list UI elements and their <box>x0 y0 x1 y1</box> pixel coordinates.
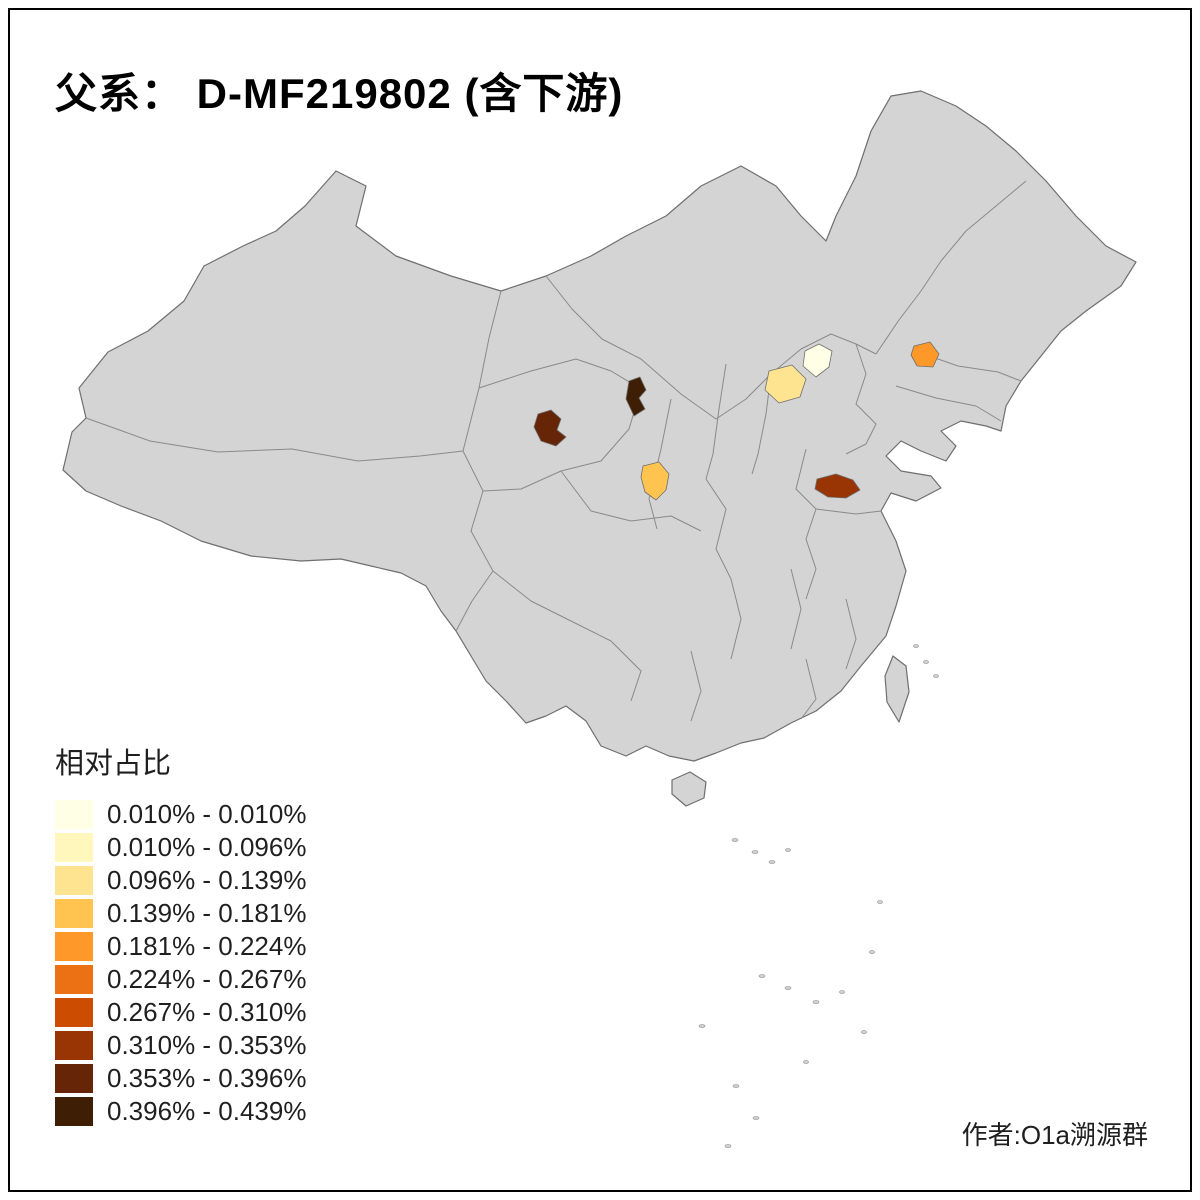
province-border <box>85 417 464 462</box>
province-border <box>895 385 1002 422</box>
islet <box>933 674 939 678</box>
legend-swatch-color <box>55 965 93 994</box>
legend-swatch-color <box>55 1097 93 1126</box>
legend-label: 0.267% - 0.310% <box>107 997 307 1027</box>
legend-swatch-color <box>55 800 93 829</box>
legend-swatch <box>55 1064 93 1093</box>
province-border <box>610 640 642 702</box>
islet <box>923 660 929 664</box>
legend-row: 0.396% - 0.439% <box>55 1096 307 1126</box>
legend-label: 0.396% - 0.439% <box>107 1096 307 1126</box>
province-border <box>730 578 742 660</box>
province-border <box>705 363 727 480</box>
legend-swatch <box>55 965 93 994</box>
highlight-region-hebei-area <box>764 364 807 404</box>
legend-swatch <box>55 800 93 829</box>
highlight-region-qinghai-area <box>533 409 567 447</box>
legend-swatch <box>55 1097 93 1126</box>
islet <box>731 838 739 842</box>
legend-swatch-color <box>55 1031 93 1060</box>
legend-swatch-color <box>55 833 93 862</box>
hainan-island <box>671 771 707 807</box>
legend-row: 0.010% - 0.096% <box>55 832 307 862</box>
province-border <box>478 358 642 390</box>
legend-swatch <box>55 932 93 961</box>
province-border <box>455 450 494 632</box>
islet <box>752 1116 760 1120</box>
islet <box>732 1084 740 1088</box>
islet <box>724 1144 732 1148</box>
islet <box>698 1024 706 1028</box>
legend-label: 0.010% - 0.096% <box>107 832 307 862</box>
islet <box>839 990 845 994</box>
islet <box>758 974 766 978</box>
taiwan-island <box>884 655 910 723</box>
legend-row: 0.224% - 0.267% <box>55 964 307 994</box>
legend-swatch-color <box>55 998 93 1027</box>
legend-label: 0.224% - 0.267% <box>107 964 307 994</box>
islet <box>861 1030 867 1034</box>
province-border <box>805 508 817 600</box>
province-border <box>917 351 1022 382</box>
province-border <box>462 290 502 452</box>
province-border <box>751 373 772 475</box>
province-border <box>690 650 702 722</box>
highlight-region-liaoning-area <box>910 341 940 368</box>
legend-swatch <box>55 833 93 862</box>
legend-row: 0.310% - 0.353% <box>55 1030 307 1060</box>
islet <box>785 848 791 852</box>
province-border <box>875 180 1027 355</box>
islet <box>768 860 776 864</box>
islet <box>784 986 792 990</box>
province-border <box>705 478 732 580</box>
province-border <box>482 388 642 492</box>
province-border <box>790 568 802 650</box>
province-border <box>800 658 817 720</box>
legend-swatch-color <box>55 932 93 961</box>
legend-label: 0.353% - 0.396% <box>107 1063 307 1093</box>
legend-title: 相对占比 <box>55 748 172 780</box>
legend-row: 0.181% - 0.224% <box>55 931 307 961</box>
islet <box>751 850 759 854</box>
highlight-region-shaanxi-area <box>640 461 670 501</box>
legend-label: 0.010% - 0.010% <box>107 799 307 829</box>
province-border <box>545 275 877 420</box>
legend-label: 0.139% - 0.181% <box>107 898 307 928</box>
province-border <box>845 598 857 670</box>
legend-label: 0.096% - 0.139% <box>107 865 307 895</box>
page-title: 父系： D-MF219802 (含下游) <box>55 70 624 117</box>
province-border <box>845 343 877 455</box>
legend-swatch <box>55 998 93 1027</box>
legend-label: 0.310% - 0.353% <box>107 1030 307 1060</box>
legend-swatch-color <box>55 866 93 895</box>
legend-swatch-color <box>55 899 93 928</box>
islet <box>812 1000 820 1004</box>
legend-row: 0.139% - 0.181% <box>55 898 307 928</box>
legend: 相对占比 0.010% - 0.010% 0.010% - 0.096% 0.0… <box>55 740 306 1130</box>
islet <box>877 900 883 904</box>
south-china-sea-islets <box>698 644 939 1148</box>
province-border <box>560 470 702 532</box>
highlight-region-jiangsu-area <box>814 473 861 499</box>
province-border <box>492 570 612 642</box>
author-credit: 作者:O1a溯源群 <box>961 1120 1148 1150</box>
legend-swatch <box>55 1031 93 1060</box>
islet <box>803 1060 809 1064</box>
highlight-region-gansu-area <box>625 376 647 417</box>
china-mainland <box>62 90 1137 762</box>
legend-row: 0.267% - 0.310% <box>55 997 307 1027</box>
legend-swatch <box>55 866 93 895</box>
legend-label: 0.181% - 0.224% <box>107 931 307 961</box>
legend-swatch <box>55 899 93 928</box>
legend-swatch-color <box>55 1064 93 1093</box>
islet <box>913 644 919 648</box>
islet <box>869 950 875 954</box>
legend-row: 0.353% - 0.396% <box>55 1063 307 1093</box>
legend-row: 0.096% - 0.139% <box>55 865 307 895</box>
highlight-region-beijing-area <box>802 343 833 378</box>
legend-row: 0.010% - 0.010% <box>55 799 307 829</box>
